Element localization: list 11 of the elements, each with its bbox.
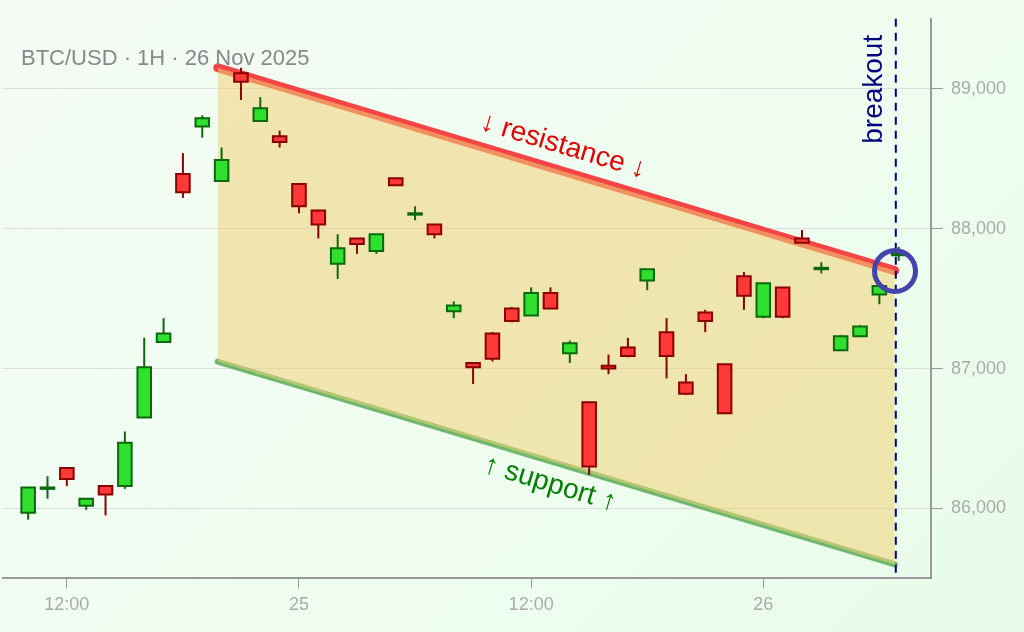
x-tick-label: 26 [753,594,774,615]
y-tick-label: 87,000 [950,357,1007,378]
ref-line-label: breakout [856,34,888,144]
text: BTC/USD · 1H · 26 Nov 2025 [21,44,310,70]
x-tick-label: 25 [288,594,309,615]
y-tick-label: 88,000 [950,217,1007,238]
x-tick-label: 12:00 [508,594,554,615]
text: ↑ support ↑ [480,447,621,517]
y-tick-label: 86,000 [950,497,1007,518]
y-tick-label: 89,000 [950,77,1007,98]
x-tick-label: 12:00 [44,594,90,615]
